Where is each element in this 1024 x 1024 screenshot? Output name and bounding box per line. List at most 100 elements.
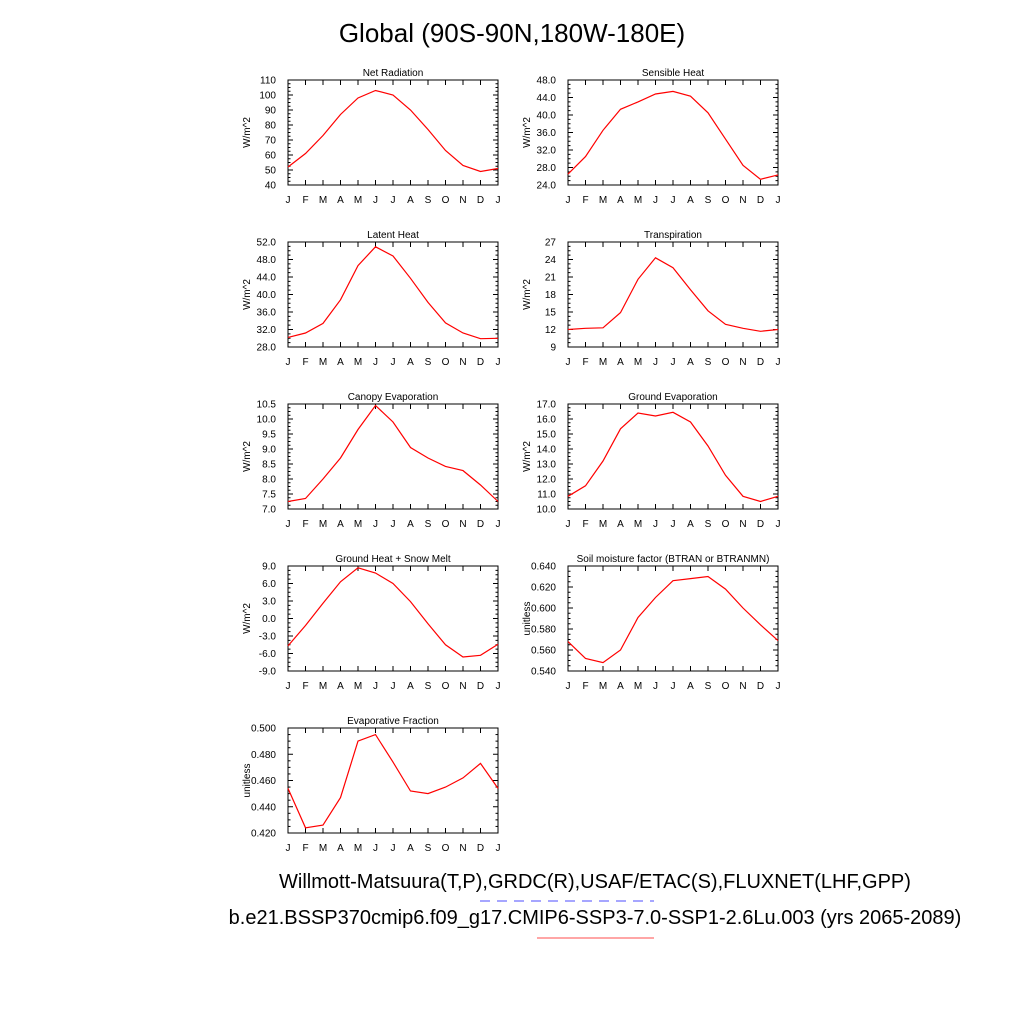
x-tick-label: A (337, 519, 344, 530)
y-tick-label: 0.560 (531, 646, 556, 657)
footer-observations: Willmott-Matsuura(T,P),GRDC(R),USAF/ETAC… (279, 871, 911, 893)
x-tick-label: A (337, 843, 344, 854)
x-tick-label: A (617, 681, 624, 692)
y-tick-label: 8.0 (262, 475, 276, 486)
chart-title: Soil moisture factor (BTRAN or BTRANMN) (577, 554, 770, 565)
x-tick-label: S (425, 843, 432, 854)
y-axis-label: W/m^2 (522, 279, 533, 310)
plot-frame (287, 565, 499, 672)
x-tick-label: M (319, 843, 327, 854)
x-tick-label: F (302, 357, 308, 368)
y-tick-label: 0.540 (531, 667, 556, 678)
series-line (567, 411, 779, 503)
x-tick-label: J (391, 843, 396, 854)
series-line (567, 575, 779, 664)
plot-frame (567, 79, 779, 186)
y-tick-label: 110 (260, 76, 276, 87)
x-tick-label: N (459, 357, 466, 368)
x-tick-label: J (391, 195, 396, 206)
series-line (287, 733, 499, 829)
x-tick-label: O (442, 843, 450, 854)
x-tick-label: J (653, 357, 658, 368)
x-tick-label: S (425, 195, 432, 206)
x-tick-label: D (477, 357, 484, 368)
x-tick-label: J (373, 357, 378, 368)
x-tick-label: J (496, 843, 501, 854)
x-tick-label: M (354, 681, 362, 692)
chart-panel-5: Canopy Evaporation W/m^2 7.0 7.5 8.0 8.5 9.0 9.… (242, 392, 501, 530)
plot-frame (567, 565, 779, 672)
x-tick-label: J (776, 681, 781, 692)
chart-title: Evaporative Fraction (347, 716, 439, 727)
x-tick-label: S (705, 357, 712, 368)
x-tick-label: J (373, 843, 378, 854)
x-tick-label: N (459, 843, 466, 854)
x-tick-label: M (599, 195, 607, 206)
y-tick-label: 17.0 (537, 400, 557, 411)
y-tick-label: 0.420 (251, 829, 276, 840)
y-tick-label: 14.0 (537, 445, 557, 456)
x-tick-label: M (599, 357, 607, 368)
y-tick-label: 10.5 (257, 400, 277, 411)
x-tick-label: S (705, 681, 712, 692)
y-axis-label: W/m^2 (242, 441, 253, 472)
y-tick-label: 32.0 (257, 325, 277, 336)
x-tick-label: D (757, 357, 764, 368)
x-tick-label: M (634, 195, 642, 206)
x-tick-label: M (319, 195, 327, 206)
x-tick-label: M (319, 519, 327, 530)
series-line (567, 257, 779, 332)
x-tick-label: M (319, 357, 327, 368)
y-tick-label: 10.0 (257, 415, 277, 426)
y-tick-label: 0.460 (251, 776, 276, 787)
chart-panel-9: Evaporative Fraction unitless 0.420 0.440 0.… (242, 716, 501, 854)
y-tick-label: 36.0 (537, 128, 557, 139)
y-tick-label: 11.0 (537, 490, 556, 501)
x-tick-label: O (442, 681, 450, 692)
y-tick-label: 7.5 (262, 490, 276, 501)
chart-panel-7: Ground Heat + Snow Melt W/m^2 -9.0 -6.0 -3.0… (242, 554, 501, 692)
x-tick-label: D (757, 519, 764, 530)
x-tick-label: J (653, 519, 658, 530)
plot-frame (287, 241, 499, 348)
x-tick-label: A (687, 357, 694, 368)
x-tick-label: F (582, 681, 588, 692)
y-tick-label: 8.5 (262, 460, 276, 471)
y-tick-label: 9.5 (262, 430, 276, 441)
y-tick-label: 0.640 (531, 562, 556, 573)
x-tick-label: N (739, 519, 746, 530)
x-tick-label: J (286, 843, 291, 854)
y-axis-label: unitless (522, 602, 533, 636)
y-tick-label: 80 (265, 121, 277, 132)
x-tick-label: F (302, 519, 308, 530)
x-tick-label: A (337, 357, 344, 368)
x-tick-label: A (407, 357, 414, 368)
chart-panel-3: Latent Heat W/m^2 28.0 32.0 36.0 40.0 44.0 48.0… (242, 230, 501, 368)
x-tick-label: D (477, 681, 484, 692)
x-tick-label: O (722, 519, 730, 530)
x-tick-label: M (599, 681, 607, 692)
chart-title: Ground Evaporation (628, 392, 718, 403)
x-tick-label: J (496, 357, 501, 368)
x-tick-label: A (407, 519, 414, 530)
y-tick-label: 3.0 (262, 597, 276, 608)
chart-panel-2: Sensible Heat W/m^2 24.0 28.0 32.0 36.0 40.0 44… (522, 68, 781, 206)
x-tick-label: J (373, 681, 378, 692)
x-tick-label: J (496, 195, 501, 206)
x-tick-label: A (617, 195, 624, 206)
y-tick-label: 9.0 (262, 445, 276, 456)
x-tick-label: J (776, 195, 781, 206)
x-tick-label: J (671, 681, 676, 692)
x-tick-label: J (566, 519, 571, 530)
x-tick-label: N (459, 519, 466, 530)
x-tick-label: J (496, 681, 501, 692)
x-tick-label: F (302, 681, 308, 692)
y-tick-label: 60 (265, 151, 277, 162)
x-tick-label: N (739, 195, 746, 206)
y-tick-label: 18 (545, 290, 557, 301)
x-tick-label: S (705, 519, 712, 530)
y-tick-label: 0.0 (262, 614, 276, 625)
x-tick-label: M (354, 195, 362, 206)
